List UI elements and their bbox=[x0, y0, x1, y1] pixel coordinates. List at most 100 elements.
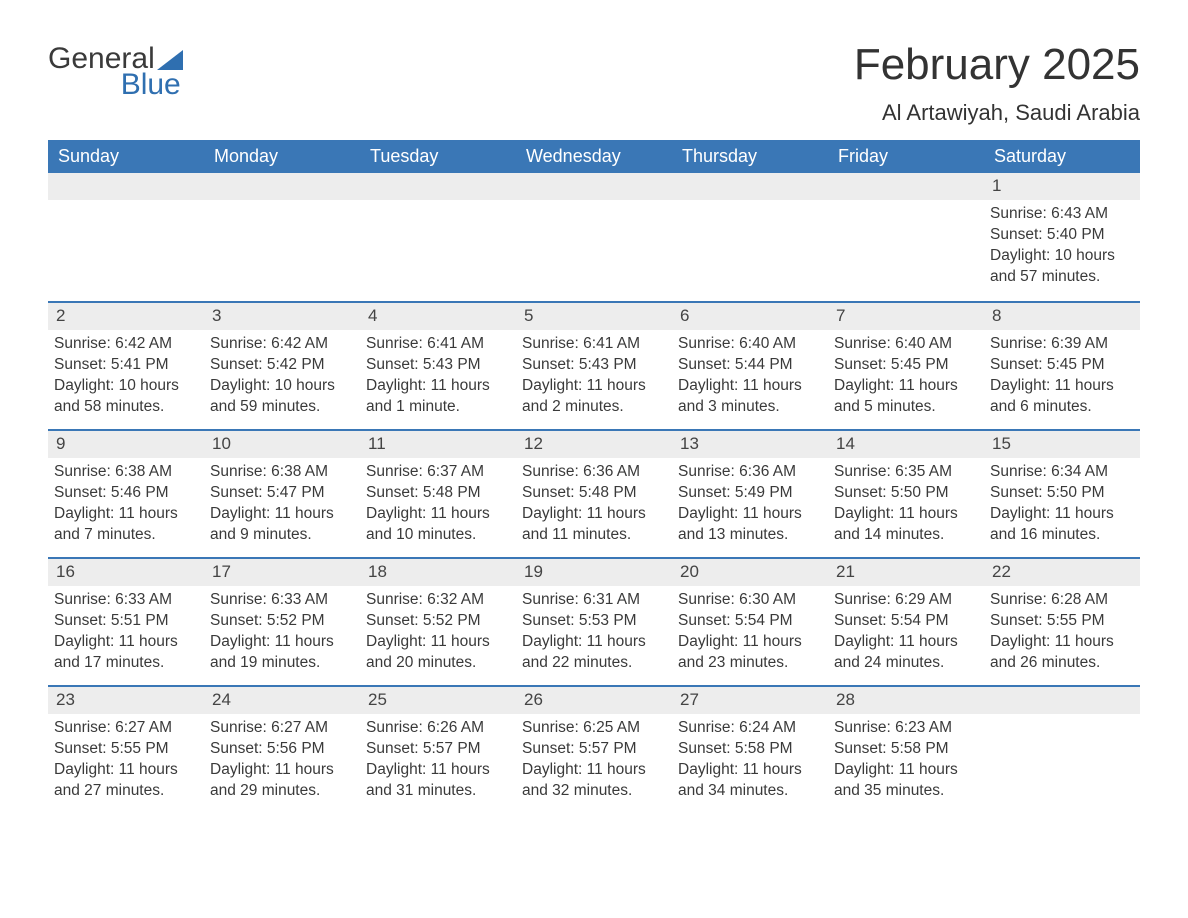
calendar-cell: 18Sunrise: 6:32 AMSunset: 5:52 PMDayligh… bbox=[360, 559, 516, 685]
sunrise-text: Sunrise: 6:34 AM bbox=[990, 462, 1134, 483]
sunset-text: Sunset: 5:50 PM bbox=[990, 483, 1134, 504]
day-number: 10 bbox=[204, 431, 360, 458]
day-header: Sunday bbox=[48, 140, 204, 173]
location-label: Al Artawiyah, Saudi Arabia bbox=[854, 100, 1140, 126]
calendar-cell: 22Sunrise: 6:28 AMSunset: 5:55 PMDayligh… bbox=[984, 559, 1140, 685]
day-body: Sunrise: 6:27 AMSunset: 5:55 PMDaylight:… bbox=[48, 714, 204, 812]
sunset-text: Sunset: 5:41 PM bbox=[54, 355, 198, 376]
daylight1-text: Daylight: 11 hours bbox=[522, 376, 666, 397]
weeks-container: 1Sunrise: 6:43 AMSunset: 5:40 PMDaylight… bbox=[48, 173, 1140, 813]
sunrise-text: Sunrise: 6:40 AM bbox=[678, 334, 822, 355]
day-body: Sunrise: 6:41 AMSunset: 5:43 PMDaylight:… bbox=[516, 330, 672, 428]
calendar-cell: 14Sunrise: 6:35 AMSunset: 5:50 PMDayligh… bbox=[828, 431, 984, 557]
brand-line2: Blue bbox=[48, 70, 183, 100]
sail-icon bbox=[157, 50, 183, 70]
daylight2-text: and 57 minutes. bbox=[990, 267, 1134, 288]
daylight2-text: and 11 minutes. bbox=[522, 525, 666, 546]
calendar-cell: 15Sunrise: 6:34 AMSunset: 5:50 PMDayligh… bbox=[984, 431, 1140, 557]
brand-logo: General Blue bbox=[48, 40, 183, 100]
day-body: Sunrise: 6:26 AMSunset: 5:57 PMDaylight:… bbox=[360, 714, 516, 812]
sunrise-text: Sunrise: 6:35 AM bbox=[834, 462, 978, 483]
week-row: 23Sunrise: 6:27 AMSunset: 5:55 PMDayligh… bbox=[48, 685, 1140, 813]
day-number: 18 bbox=[360, 559, 516, 586]
sunset-text: Sunset: 5:42 PM bbox=[210, 355, 354, 376]
day-number bbox=[48, 173, 204, 200]
sunrise-text: Sunrise: 6:33 AM bbox=[210, 590, 354, 611]
calendar-cell-empty bbox=[516, 173, 672, 301]
calendar-cell: 13Sunrise: 6:36 AMSunset: 5:49 PMDayligh… bbox=[672, 431, 828, 557]
daylight1-text: Daylight: 11 hours bbox=[678, 504, 822, 525]
daylight1-text: Daylight: 11 hours bbox=[678, 760, 822, 781]
week-row: 2Sunrise: 6:42 AMSunset: 5:41 PMDaylight… bbox=[48, 301, 1140, 429]
sunrise-text: Sunrise: 6:37 AM bbox=[366, 462, 510, 483]
daylight1-text: Daylight: 11 hours bbox=[834, 504, 978, 525]
day-body: Sunrise: 6:42 AMSunset: 5:41 PMDaylight:… bbox=[48, 330, 204, 428]
day-number: 15 bbox=[984, 431, 1140, 458]
daylight1-text: Daylight: 10 hours bbox=[54, 376, 198, 397]
day-number: 19 bbox=[516, 559, 672, 586]
day-body: Sunrise: 6:31 AMSunset: 5:53 PMDaylight:… bbox=[516, 586, 672, 684]
daylight1-text: Daylight: 11 hours bbox=[210, 760, 354, 781]
day-header: Friday bbox=[828, 140, 984, 173]
day-number: 16 bbox=[48, 559, 204, 586]
week-row: 1Sunrise: 6:43 AMSunset: 5:40 PMDaylight… bbox=[48, 173, 1140, 301]
daylight1-text: Daylight: 11 hours bbox=[834, 376, 978, 397]
day-number: 13 bbox=[672, 431, 828, 458]
daylight2-text: and 58 minutes. bbox=[54, 397, 198, 418]
sunset-text: Sunset: 5:46 PM bbox=[54, 483, 198, 504]
daylight1-text: Daylight: 11 hours bbox=[366, 632, 510, 653]
daylight1-text: Daylight: 11 hours bbox=[990, 504, 1134, 525]
daylight2-text: and 9 minutes. bbox=[210, 525, 354, 546]
sunset-text: Sunset: 5:47 PM bbox=[210, 483, 354, 504]
day-body: Sunrise: 6:38 AMSunset: 5:47 PMDaylight:… bbox=[204, 458, 360, 556]
day-body: Sunrise: 6:36 AMSunset: 5:49 PMDaylight:… bbox=[672, 458, 828, 556]
sunrise-text: Sunrise: 6:42 AM bbox=[210, 334, 354, 355]
day-body bbox=[360, 200, 516, 214]
daylight1-text: Daylight: 11 hours bbox=[54, 504, 198, 525]
sunset-text: Sunset: 5:51 PM bbox=[54, 611, 198, 632]
sunset-text: Sunset: 5:52 PM bbox=[366, 611, 510, 632]
daylight2-text: and 59 minutes. bbox=[210, 397, 354, 418]
day-number: 17 bbox=[204, 559, 360, 586]
day-number: 23 bbox=[48, 687, 204, 714]
sunrise-text: Sunrise: 6:27 AM bbox=[54, 718, 198, 739]
calendar-cell: 10Sunrise: 6:38 AMSunset: 5:47 PMDayligh… bbox=[204, 431, 360, 557]
sunset-text: Sunset: 5:56 PM bbox=[210, 739, 354, 760]
day-number: 7 bbox=[828, 303, 984, 330]
day-number: 3 bbox=[204, 303, 360, 330]
sunrise-text: Sunrise: 6:36 AM bbox=[522, 462, 666, 483]
sunrise-text: Sunrise: 6:41 AM bbox=[522, 334, 666, 355]
daylight2-text: and 35 minutes. bbox=[834, 781, 978, 802]
sunset-text: Sunset: 5:53 PM bbox=[522, 611, 666, 632]
sunset-text: Sunset: 5:49 PM bbox=[678, 483, 822, 504]
sunset-text: Sunset: 5:48 PM bbox=[522, 483, 666, 504]
day-number: 6 bbox=[672, 303, 828, 330]
sunset-text: Sunset: 5:44 PM bbox=[678, 355, 822, 376]
calendar-cell: 20Sunrise: 6:30 AMSunset: 5:54 PMDayligh… bbox=[672, 559, 828, 685]
sunrise-text: Sunrise: 6:42 AM bbox=[54, 334, 198, 355]
calendar-cell: 2Sunrise: 6:42 AMSunset: 5:41 PMDaylight… bbox=[48, 303, 204, 429]
calendar-cell: 4Sunrise: 6:41 AMSunset: 5:43 PMDaylight… bbox=[360, 303, 516, 429]
sunset-text: Sunset: 5:40 PM bbox=[990, 225, 1134, 246]
sunset-text: Sunset: 5:45 PM bbox=[834, 355, 978, 376]
day-number: 20 bbox=[672, 559, 828, 586]
day-body: Sunrise: 6:35 AMSunset: 5:50 PMDaylight:… bbox=[828, 458, 984, 556]
day-number: 12 bbox=[516, 431, 672, 458]
calendar-cell-empty bbox=[828, 173, 984, 301]
daylight2-text: and 5 minutes. bbox=[834, 397, 978, 418]
calendar-cell-empty bbox=[360, 173, 516, 301]
daylight2-text: and 16 minutes. bbox=[990, 525, 1134, 546]
calendar-cell: 5Sunrise: 6:41 AMSunset: 5:43 PMDaylight… bbox=[516, 303, 672, 429]
calendar-cell-empty bbox=[672, 173, 828, 301]
day-body: Sunrise: 6:34 AMSunset: 5:50 PMDaylight:… bbox=[984, 458, 1140, 556]
calendar-cell: 12Sunrise: 6:36 AMSunset: 5:48 PMDayligh… bbox=[516, 431, 672, 557]
sunrise-text: Sunrise: 6:33 AM bbox=[54, 590, 198, 611]
day-body: Sunrise: 6:25 AMSunset: 5:57 PMDaylight:… bbox=[516, 714, 672, 812]
day-number bbox=[360, 173, 516, 200]
sunset-text: Sunset: 5:54 PM bbox=[834, 611, 978, 632]
day-number bbox=[672, 173, 828, 200]
sunset-text: Sunset: 5:58 PM bbox=[678, 739, 822, 760]
calendar-cell: 23Sunrise: 6:27 AMSunset: 5:55 PMDayligh… bbox=[48, 687, 204, 813]
header-row: General Blue February 2025 Al Artawiyah,… bbox=[48, 40, 1140, 126]
day-number: 4 bbox=[360, 303, 516, 330]
